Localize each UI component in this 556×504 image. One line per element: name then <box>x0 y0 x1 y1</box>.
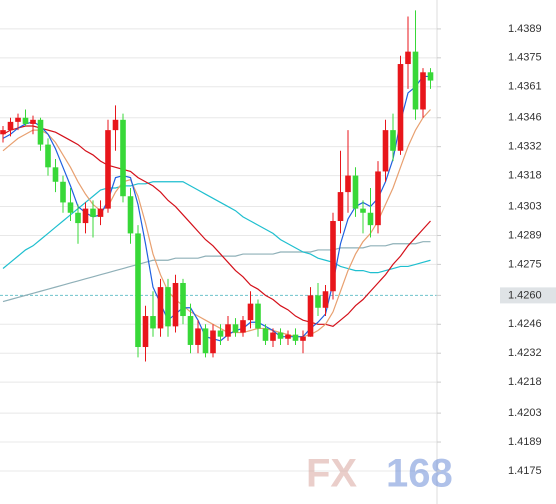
moving-average-line <box>2 109 431 338</box>
candle-body <box>105 130 111 209</box>
candle-body <box>22 117 29 124</box>
candle-body <box>67 202 74 213</box>
candle-body <box>292 334 299 341</box>
moving-average-line <box>2 181 431 274</box>
y-tick-label: 1.4203 <box>508 407 542 419</box>
y-tick-label: 1.4318 <box>508 169 542 181</box>
candle-body <box>375 171 381 226</box>
candle-body <box>277 332 284 339</box>
candle-body <box>405 51 411 65</box>
y-tick-label: 1.4232 <box>508 347 542 359</box>
candle-body <box>285 334 291 339</box>
y-tick-label: 1.4303 <box>508 200 542 212</box>
grid <box>0 28 437 472</box>
candle-body <box>247 303 254 321</box>
y-tick-label: 1.4189 <box>508 436 542 448</box>
candle-body <box>7 121 14 131</box>
candle-body <box>315 295 321 308</box>
candle-body <box>52 167 59 182</box>
candle-body <box>97 208 104 217</box>
candle-body <box>112 119 119 131</box>
moving-average-line <box>2 125 431 328</box>
candle-body <box>180 282 186 317</box>
candle-body <box>217 330 224 337</box>
candle-body <box>127 196 134 234</box>
y-tick-label: 1.4389 <box>508 23 542 35</box>
candle-body <box>367 212 374 226</box>
candle-body <box>427 72 434 81</box>
candle-body <box>135 233 141 348</box>
candle-body <box>202 328 209 354</box>
y-tick-label: 1.4175 <box>508 465 542 477</box>
moving-averages <box>2 75 431 342</box>
candle-body <box>120 119 126 197</box>
y-tick-label: 1.4332 <box>508 141 542 153</box>
candle-body <box>45 144 51 168</box>
candles <box>0 10 434 362</box>
y-tick-label: 1.4218 <box>508 376 542 388</box>
y-tick-label: 1.4275 <box>508 258 542 270</box>
y-axis: 1.4389 1.4375 1.4361 1.4346 1.4332 1.4318 1.43… <box>437 23 556 477</box>
candle-body <box>15 117 21 122</box>
candle-body <box>270 332 276 341</box>
candle-body <box>420 72 426 110</box>
y-tick-label: 1.4361 <box>508 81 542 93</box>
candle-body <box>262 328 269 341</box>
candle-body <box>255 303 261 329</box>
candle-body <box>330 221 336 292</box>
candle-body <box>322 291 329 308</box>
candle-body <box>225 324 231 337</box>
candle-body <box>75 212 81 224</box>
candle-body <box>60 181 66 203</box>
candle-body <box>157 287 164 329</box>
candle-body <box>150 316 156 329</box>
candle-body <box>90 208 96 217</box>
current-price-box <box>500 287 556 304</box>
candle-body <box>345 175 351 193</box>
watermark-left: FX <box>306 452 357 496</box>
candle-body <box>397 64 404 151</box>
candle-body <box>337 192 344 222</box>
candle-body <box>37 119 44 145</box>
y-tick-label: 1.4289 <box>508 229 542 241</box>
watermark-right: 168 <box>386 452 453 496</box>
watermark: FX 168 <box>306 452 453 496</box>
candle-body <box>412 51 419 110</box>
y-tick-label: 1.4260 <box>508 289 542 301</box>
candle-body <box>30 119 36 124</box>
candle-body <box>360 208 366 213</box>
candle-body <box>187 316 194 345</box>
candle-body <box>240 320 246 333</box>
candle-body <box>142 316 149 348</box>
candle-body <box>300 336 306 341</box>
candle-body <box>307 295 314 337</box>
y-tick-label: 1.4346 <box>508 112 542 124</box>
candle-body <box>82 208 89 224</box>
candle-body <box>210 330 216 354</box>
candle-body <box>352 175 359 209</box>
y-tick-label: 1.4246 <box>508 318 542 330</box>
candle-body <box>165 287 171 327</box>
candle-body <box>0 130 6 135</box>
candle-body <box>382 130 389 172</box>
candle-body <box>390 130 396 151</box>
y-tick-label: 1.4375 <box>508 52 542 64</box>
candle-body <box>195 328 201 345</box>
candle-body <box>232 324 239 333</box>
candle-body <box>172 282 179 327</box>
moving-average-line <box>2 75 431 342</box>
